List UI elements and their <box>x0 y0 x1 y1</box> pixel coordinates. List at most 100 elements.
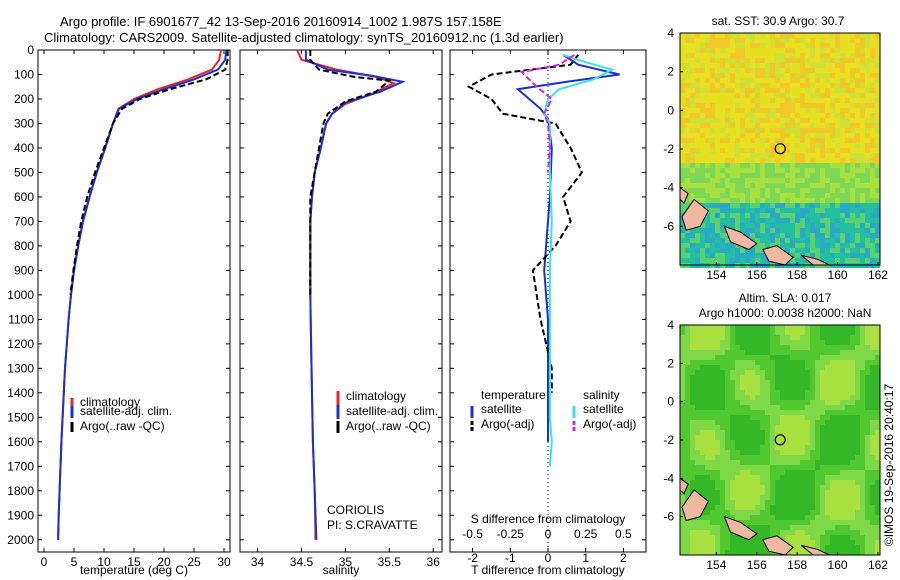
heatmap-cell <box>780 83 785 88</box>
heatmap-cell <box>735 415 740 420</box>
heatmap-cell <box>685 233 690 238</box>
heatmap-cell <box>865 460 870 465</box>
heatmap-cell <box>720 48 725 53</box>
heatmap-cell <box>845 198 850 203</box>
heatmap-cell <box>830 360 835 365</box>
heatmap-cell <box>870 395 875 400</box>
heatmap-cell <box>870 465 875 470</box>
heatmap-cell <box>730 495 735 500</box>
heatmap-cell <box>760 183 765 188</box>
heatmap-cell <box>800 365 805 370</box>
heatmap-cell <box>710 173 715 178</box>
heatmap-cell <box>855 113 860 118</box>
heatmap-cell <box>695 365 700 370</box>
heatmap-cell <box>815 228 820 233</box>
heatmap-cell <box>745 33 750 38</box>
heatmap-cell <box>680 475 685 480</box>
heatmap-cell <box>775 208 780 213</box>
heatmap-cell <box>795 248 800 253</box>
heatmap-cell <box>770 148 775 153</box>
heatmap-cell <box>815 188 820 193</box>
heatmap-cell <box>815 68 820 73</box>
heatmap-cell <box>740 515 745 520</box>
heatmap-cell <box>690 243 695 248</box>
heatmap-cell <box>835 495 840 500</box>
heatmap-cell <box>875 520 880 525</box>
heatmap-cell <box>690 198 695 203</box>
heatmap-cell <box>770 400 775 405</box>
heatmap-cell <box>740 360 745 365</box>
heatmap-cell <box>860 143 865 148</box>
heatmap-cell <box>740 345 745 350</box>
heatmap-cell <box>710 495 715 500</box>
heatmap-cell <box>760 163 765 168</box>
heatmap-cell <box>865 510 870 515</box>
heatmap-cell <box>695 128 700 133</box>
heatmap-cell <box>775 425 780 430</box>
heatmap-cell <box>715 525 720 530</box>
heatmap-cell <box>700 228 705 233</box>
heatmap-cell <box>840 460 845 465</box>
heatmap-cell <box>770 415 775 420</box>
heatmap-cell <box>800 330 805 335</box>
heatmap-cell <box>850 500 855 505</box>
heatmap-cell <box>840 355 845 360</box>
heatmap-cell <box>700 133 705 138</box>
heatmap-cell <box>790 405 795 410</box>
heatmap-cell <box>760 325 765 330</box>
heatmap-cell <box>825 243 830 248</box>
heatmap-cell <box>860 258 865 263</box>
heatmap-cell <box>760 223 765 228</box>
heatmap-cell <box>750 525 755 530</box>
heatmap-cell <box>730 395 735 400</box>
heatmap-cell <box>790 73 795 78</box>
heatmap-cell <box>850 218 855 223</box>
heatmap-cell <box>800 58 805 63</box>
heatmap-cell <box>780 233 785 238</box>
heatmap-cell <box>750 540 755 545</box>
heatmap-cell <box>725 88 730 93</box>
heatmap-cell <box>690 390 695 395</box>
heatmap-cell <box>700 395 705 400</box>
heatmap-cell <box>705 68 710 73</box>
heatmap-cell <box>715 355 720 360</box>
heatmap-cell <box>695 78 700 83</box>
heatmap-cell <box>815 143 820 148</box>
heatmap-cell <box>755 450 760 455</box>
heatmap-cell <box>805 490 810 495</box>
heatmap-cell <box>815 335 820 340</box>
heatmap-cell <box>870 178 875 183</box>
heatmap-cell <box>755 540 760 545</box>
heatmap-cell <box>845 455 850 460</box>
heatmap-cell <box>860 375 865 380</box>
heatmap-cell <box>760 168 765 173</box>
heatmap-cell <box>870 490 875 495</box>
heatmap-cell <box>760 123 765 128</box>
heatmap-cell <box>735 118 740 123</box>
heatmap-cell <box>855 350 860 355</box>
heatmap-cell <box>770 243 775 248</box>
heatmap-cell <box>770 48 775 53</box>
heatmap-cell <box>730 58 735 63</box>
heatmap-cell <box>725 380 730 385</box>
heatmap-cell <box>830 163 835 168</box>
heatmap-cell <box>690 88 695 93</box>
heatmap-cell <box>795 325 800 330</box>
heatmap-cell <box>780 420 785 425</box>
heatmap-cell <box>740 375 745 380</box>
heatmap-cell <box>800 395 805 400</box>
heatmap-cell <box>845 43 850 48</box>
heatmap-cell <box>835 43 840 48</box>
heatmap-cell <box>825 228 830 233</box>
heatmap-cell <box>790 390 795 395</box>
heatmap-cell <box>795 43 800 48</box>
heatmap-cell <box>705 98 710 103</box>
heatmap-cell <box>700 238 705 243</box>
heatmap-cell <box>695 118 700 123</box>
heatmap-cell <box>775 340 780 345</box>
heatmap-cell <box>785 168 790 173</box>
heatmap-cell <box>860 53 865 58</box>
heatmap-cell <box>840 198 845 203</box>
heatmap-cell <box>830 495 835 500</box>
heatmap-cell <box>715 83 720 88</box>
